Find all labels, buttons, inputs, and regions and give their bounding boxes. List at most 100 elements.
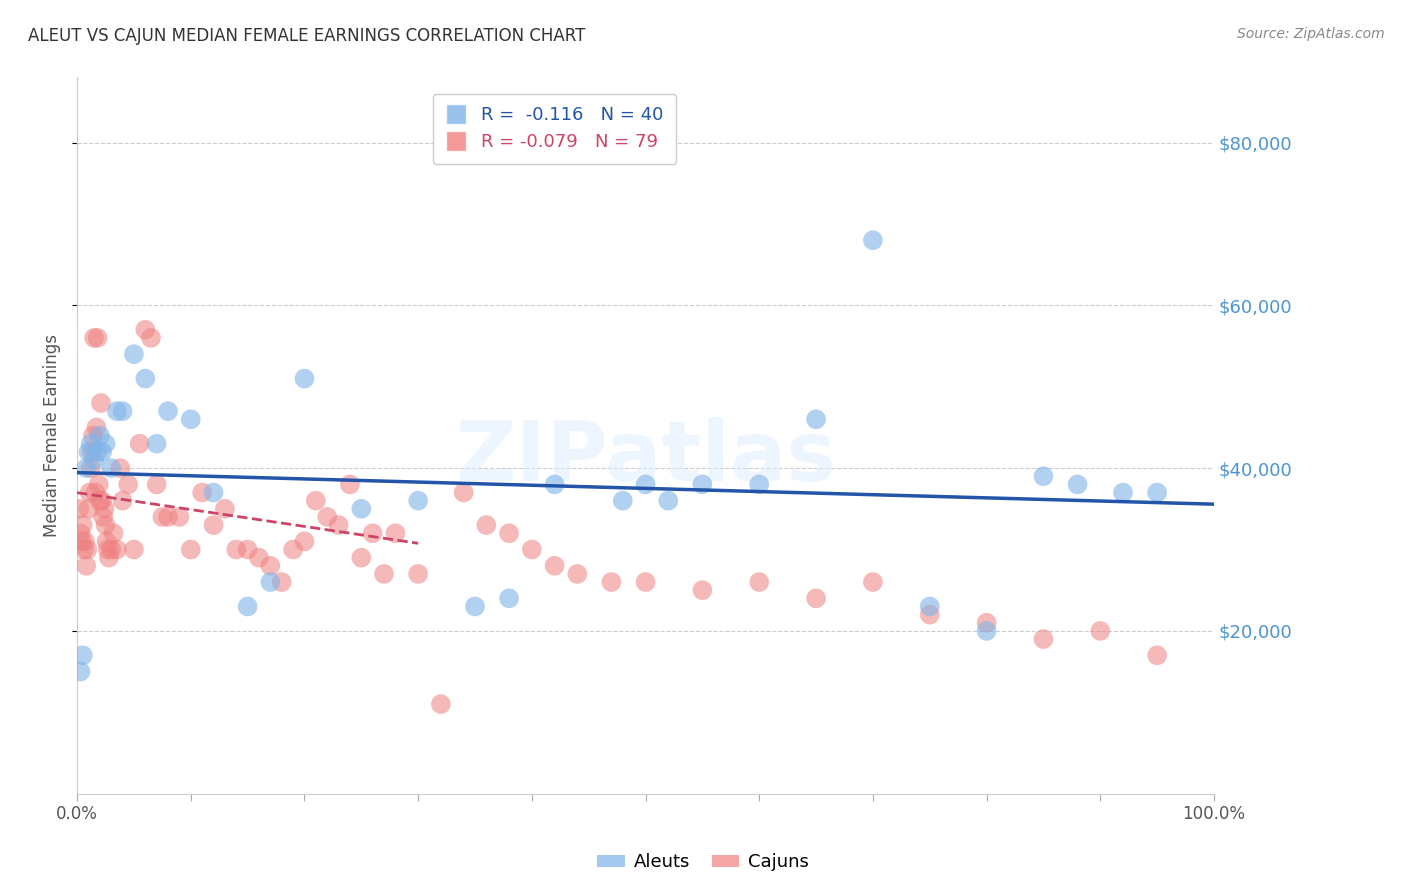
Point xyxy=(384,526,406,541)
Point xyxy=(83,453,105,467)
Point xyxy=(259,575,281,590)
Point xyxy=(72,648,94,663)
Point xyxy=(862,233,884,247)
Point xyxy=(80,436,103,450)
Point xyxy=(86,445,108,459)
Point xyxy=(134,323,156,337)
Point xyxy=(145,436,167,450)
Point xyxy=(80,445,103,459)
Point xyxy=(1146,485,1168,500)
Point xyxy=(79,485,101,500)
Point xyxy=(86,420,108,434)
Point xyxy=(862,575,884,590)
Point xyxy=(202,485,225,500)
Point xyxy=(350,501,373,516)
Legend: R =  -0.116   N = 40, R = -0.079   N = 79: R = -0.116 N = 40, R = -0.079 N = 79 xyxy=(433,94,676,164)
Point xyxy=(543,477,565,491)
Point xyxy=(75,558,97,573)
Point xyxy=(281,542,304,557)
Point xyxy=(122,542,145,557)
Point xyxy=(103,526,125,541)
Point xyxy=(1032,632,1054,646)
Point xyxy=(305,493,328,508)
Point xyxy=(236,542,259,557)
Point xyxy=(225,542,247,557)
Point xyxy=(328,518,350,533)
Point xyxy=(169,510,191,524)
Point xyxy=(202,518,225,533)
Point xyxy=(134,371,156,385)
Point xyxy=(105,542,128,557)
Point xyxy=(247,550,270,565)
Point xyxy=(692,477,714,491)
Text: ZIPatlas: ZIPatlas xyxy=(456,417,837,498)
Point xyxy=(804,412,827,426)
Point xyxy=(86,331,108,345)
Point xyxy=(93,501,115,516)
Point xyxy=(97,542,120,557)
Point xyxy=(520,542,543,557)
Point xyxy=(918,607,941,622)
Point xyxy=(69,526,91,541)
Point xyxy=(91,510,114,524)
Point xyxy=(316,510,339,524)
Point xyxy=(73,542,96,557)
Point xyxy=(748,477,770,491)
Point xyxy=(498,526,520,541)
Point xyxy=(976,615,998,630)
Point xyxy=(1066,477,1088,491)
Point xyxy=(157,510,180,524)
Point xyxy=(139,331,162,345)
Point xyxy=(73,534,96,549)
Point xyxy=(612,493,634,508)
Point xyxy=(543,558,565,573)
Point xyxy=(67,501,90,516)
Point xyxy=(84,485,107,500)
Point xyxy=(128,436,150,450)
Point xyxy=(150,510,173,524)
Point xyxy=(70,534,93,549)
Point xyxy=(1146,648,1168,663)
Point xyxy=(634,575,657,590)
Point xyxy=(90,396,112,410)
Point xyxy=(339,477,361,491)
Point xyxy=(76,542,98,557)
Point xyxy=(259,558,281,573)
Point xyxy=(634,477,657,491)
Point xyxy=(97,550,120,565)
Point xyxy=(180,542,202,557)
Point xyxy=(918,599,941,614)
Point xyxy=(350,550,373,565)
Point xyxy=(498,591,520,606)
Point xyxy=(406,493,429,508)
Point xyxy=(145,477,167,491)
Point xyxy=(475,518,498,533)
Point xyxy=(89,428,111,442)
Y-axis label: Median Female Earnings: Median Female Earnings xyxy=(44,334,60,537)
Legend: Aleuts, Cajuns: Aleuts, Cajuns xyxy=(591,847,815,879)
Point xyxy=(80,461,103,475)
Text: ALEUT VS CAJUN MEDIAN FEMALE EARNINGS CORRELATION CHART: ALEUT VS CAJUN MEDIAN FEMALE EARNINGS CO… xyxy=(28,27,585,45)
Point xyxy=(89,493,111,508)
Point xyxy=(111,493,134,508)
Point xyxy=(567,566,589,581)
Point xyxy=(91,493,114,508)
Point xyxy=(72,518,94,533)
Point xyxy=(94,518,117,533)
Point xyxy=(100,542,122,557)
Point xyxy=(464,599,486,614)
Point xyxy=(191,485,214,500)
Point xyxy=(406,566,429,581)
Point xyxy=(657,493,679,508)
Point xyxy=(1032,469,1054,483)
Point xyxy=(692,583,714,598)
Point xyxy=(453,485,475,500)
Point xyxy=(111,404,134,418)
Point xyxy=(180,412,202,426)
Point xyxy=(96,534,118,549)
Point xyxy=(77,445,100,459)
Point xyxy=(69,665,91,679)
Point xyxy=(105,404,128,418)
Point xyxy=(748,575,770,590)
Point xyxy=(83,331,105,345)
